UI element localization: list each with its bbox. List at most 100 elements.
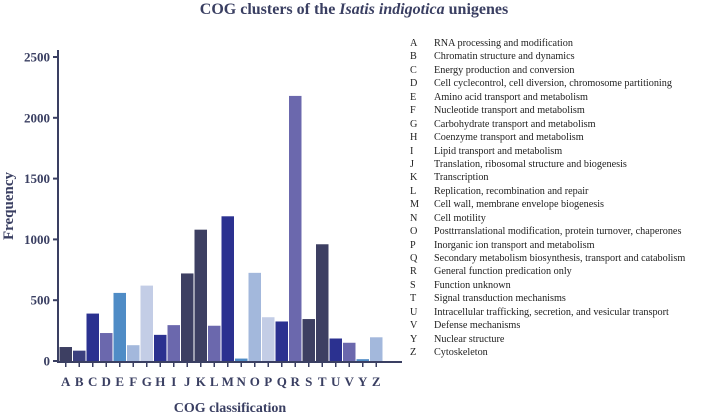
legend-code: G (410, 118, 418, 130)
x-axis-label: COG classification (174, 401, 287, 412)
legend-label: Chromatin structure and dynamics (434, 51, 575, 63)
legend-label: Energy production and conversion (434, 64, 575, 76)
x-tick-label-k: K (196, 374, 207, 389)
legend-code: V (410, 320, 418, 332)
legend-entry-g: G Carbohydrate transport and metabolism (410, 118, 708, 131)
legend-label: Nuclear structure (434, 333, 505, 345)
legend-label: Intracellular trafficking, secretion, an… (434, 306, 669, 318)
x-tick-label-b: B (75, 374, 84, 389)
legend-label: Cell motility (434, 212, 486, 224)
legend-code: R (410, 266, 417, 278)
x-tick-label-m: M (222, 374, 234, 389)
bar-y (356, 359, 369, 361)
legend-entry-b: B Chromatin structure and dynamics (410, 50, 708, 63)
legend-code: S (410, 279, 416, 291)
legend-code: H (410, 132, 418, 144)
legend-entry-s: S Function unknown (410, 279, 708, 292)
bar-u (329, 338, 342, 361)
legend-code: N (410, 212, 418, 224)
legend-code: T (410, 293, 417, 305)
y-axis-label: Frequency (1, 171, 17, 240)
legend-code: D (410, 78, 418, 90)
legend-entry-t: T Signal transduction mechanisms (410, 292, 708, 305)
x-tick-label-g: G (142, 374, 152, 389)
legend-entry-h: H Coenzyme transport and metabolism (410, 131, 708, 144)
legend-code: M (410, 199, 420, 211)
legend-label: Replication, recombination and repair (434, 185, 589, 197)
x-tick-label-u: U (331, 374, 341, 389)
legend-code: B (410, 51, 417, 63)
legend-entry-v: V Defense mechanisms (410, 319, 708, 332)
bar-j (181, 273, 194, 361)
chart-title-suffix: unigenes (445, 1, 509, 18)
x-tick-label-y: Y (358, 374, 368, 389)
legend-entry-a: A RNA processing and modification (410, 37, 708, 50)
legend-code: F (410, 105, 416, 117)
bar-b (73, 350, 86, 361)
legend-label: Cytoskeleton (434, 347, 488, 359)
legend-label: Inorganic ion transport and metabolism (434, 239, 595, 251)
bar-k (194, 229, 207, 361)
bar-o (248, 272, 261, 361)
bar-v (343, 342, 356, 361)
bar-s (302, 319, 315, 361)
bar-p (262, 317, 275, 361)
bar-n (235, 358, 248, 361)
legend-entry-l: L Replication, recombination and repair (410, 185, 708, 198)
legend-code: J (410, 158, 414, 170)
x-tick-label-d: D (102, 374, 111, 389)
y-tick-label: 1000 (24, 232, 50, 247)
legend-code: Z (410, 347, 417, 359)
x-tick-label-r: R (291, 374, 301, 389)
y-tick-label: 2500 (24, 50, 50, 65)
legend-entry-c: C Energy production and conversion (410, 64, 708, 77)
legend-entry-r: R General function predication only (410, 265, 708, 278)
bar-r (289, 95, 302, 362)
legend-code: P (410, 239, 416, 251)
legend-label: Carbohydrate transport and metabolism (434, 118, 596, 130)
legend-entry-d: D Cell cyclecontrol, cell diversion, chro… (410, 77, 708, 90)
legend-entry-j: J Translation, ribosomal structure and bi… (410, 158, 708, 171)
bar-z (370, 337, 383, 361)
x-tick-label-e: E (115, 374, 124, 389)
legend-code: Y (410, 333, 418, 345)
bar-e (113, 292, 126, 361)
legend-label: Nucleotide transport and metabolism (434, 105, 585, 117)
bar-a (59, 347, 72, 361)
x-tick-label-l: L (210, 374, 219, 389)
x-tick-label-p: P (264, 374, 272, 389)
x-tick-label-o: O (250, 374, 260, 389)
legend-code: Q (410, 253, 418, 264)
legend-label: Transcription (434, 172, 489, 184)
plot-area: 0 500 1000 1500 2000 2500 A B C D E F G H I J K L M N O P Q R S T… (24, 50, 383, 389)
x-tick-label-s: S (305, 374, 312, 389)
chart-title-italic: Isatis indigotica (338, 1, 444, 18)
legend-code: I (410, 145, 414, 157)
legend-entry-u: U Intracellular trafficking, secretion, a… (410, 306, 708, 319)
legend-label: Signal transduction mechanisms (434, 293, 566, 305)
legend-label: Function unknown (434, 279, 511, 291)
x-tick-label-c: C (88, 374, 97, 389)
legend-label: General function predication only (434, 266, 572, 278)
bar-i (167, 325, 180, 361)
x-tick-label-a: A (61, 374, 71, 389)
legend-label: Defense mechanisms (434, 320, 521, 332)
y-tick-label: 500 (31, 293, 51, 308)
y-tick-label: 2000 (24, 110, 50, 125)
legend-code: U (410, 306, 418, 318)
legend-code: O (410, 226, 418, 238)
legend-entry-n: N Cell motility (410, 212, 708, 225)
legend-entry-e: E Amino acid transport and metabolism (410, 91, 708, 104)
legend-entry-o: O Posttrranslational modification, protei… (410, 225, 708, 238)
bar-h (154, 334, 167, 361)
x-tick-label-t: T (318, 374, 327, 389)
legend-code: L (410, 185, 417, 197)
legend-label: Amino acid transport and metabolism (434, 91, 588, 103)
legend-label: Posttrranslational modification, protein… (434, 226, 682, 238)
legend-entry-m: M Cell wall, membrane envelope biogenesis (410, 198, 708, 211)
legend-label: Lipid transport and metabolism (434, 145, 563, 157)
legend-entry-i: I Lipid transport and metabolism (410, 145, 708, 158)
legend-entry-k: K Transcription (410, 171, 708, 184)
bar-l (208, 325, 221, 361)
